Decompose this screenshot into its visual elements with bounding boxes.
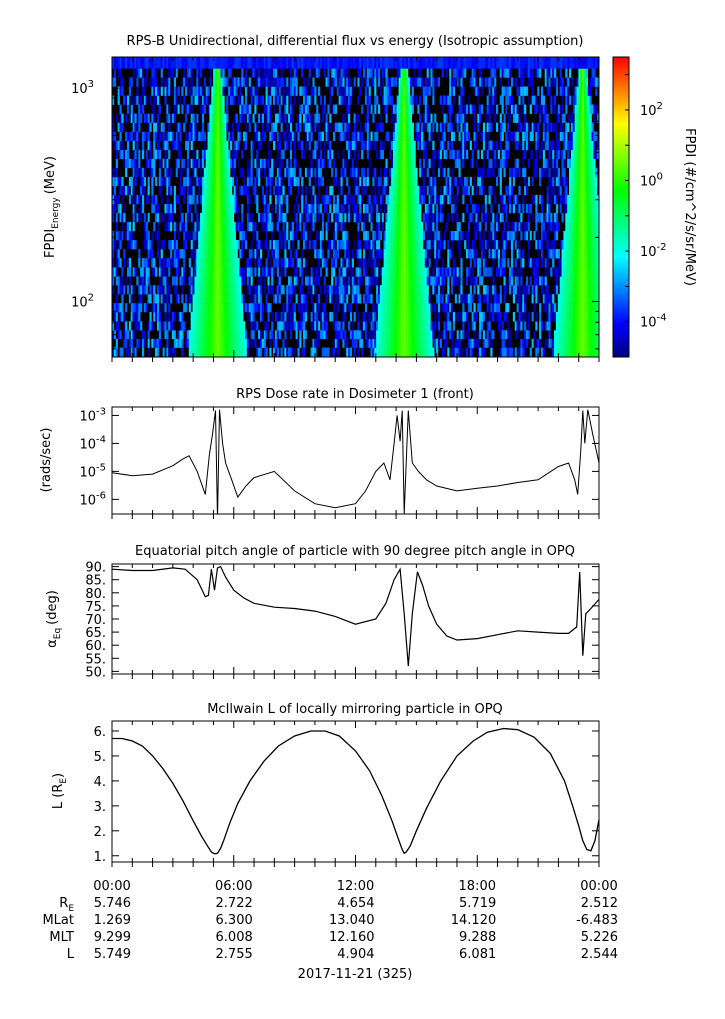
ephemeris-value: 9.299 [94, 930, 131, 945]
colorbar-tick-label: 102 [640, 101, 663, 119]
pitch-ylabel-sub: Eq [53, 628, 63, 639]
y-tick-label: 2. [94, 825, 106, 840]
colorbar-gradient [612, 56, 630, 358]
lshell-ylabel-sub: E [59, 778, 69, 784]
spectrogram-x-ticks [111, 57, 600, 362]
y-tick-label: 90. [85, 561, 106, 576]
time-tick-label: 18:00 [459, 879, 496, 894]
spectrogram-ylabel-main: FPDI [43, 229, 58, 258]
ephemeris-table: RE 5.746 2.722 4.654 5.719 2.512 MLat 1.269 6.30… [42, 896, 618, 962]
lshell-ylabel-unit: ) [51, 773, 66, 778]
y-tick-label: 10-4 [79, 434, 106, 452]
lshell-x-ticks [111, 721, 600, 867]
dose-panel: RPS Dose rate in Dosimeter 1 (front) 10-… [39, 387, 600, 519]
ephemeris-row-label: L [67, 947, 75, 962]
pitch-angle-series-line [112, 565, 599, 667]
ephemeris-value: 6.008 [216, 930, 253, 945]
y-tick-label: 70. [85, 613, 106, 628]
lshell-title: McIlwain L of locally mirroring particle… [207, 702, 503, 717]
time-tick-label: 06:00 [215, 879, 252, 894]
y-tick-label: 50. [85, 665, 106, 680]
y-tick-label: 65. [85, 626, 106, 641]
ephemeris-value: 2.544 [581, 947, 618, 962]
y-tick-label: 10-6 [79, 490, 106, 508]
y-tick-label: 3. [94, 800, 106, 815]
colorbar-tick-label: 10-2 [640, 242, 667, 260]
lshell-ylabel-main: L (R [51, 784, 66, 809]
pitch-y-ticks: 90.85.80.75.70.65.60.55.50. [85, 561, 599, 680]
ephemeris-value: 2.755 [216, 947, 253, 962]
y-tick-label: 6. [94, 725, 106, 740]
ephemeris-value: 6.300 [216, 913, 253, 928]
dose-frame [111, 406, 600, 515]
ephemeris-value: 2.722 [216, 896, 253, 911]
pitch-frame [111, 563, 600, 675]
pitch-title: Equatorial pitch angle of particle with … [135, 544, 575, 559]
spectrogram-title: RPS-B Unidirectional, differential flux … [127, 34, 584, 49]
ephemeris-value: -6.483 [576, 913, 618, 928]
ephemeris-value: 4.904 [337, 947, 374, 962]
y-tick-label: 60. [85, 639, 106, 654]
colorbar-ticks: 102 100 10-2 10-4 [625, 74, 667, 358]
y-tick-label: 75. [85, 600, 106, 615]
colorbar-title: FPDI (#/cm^2/s/sr/MeV) [682, 128, 697, 286]
time-tick-label: 00:00 [93, 879, 130, 894]
dose-ylabel: (rads/sec) [39, 428, 54, 493]
ephemeris-value: 5.749 [94, 947, 131, 962]
spectrogram-ylabel-unit: (MeV) [43, 156, 58, 194]
ephemeris-value: 14.120 [451, 913, 497, 928]
ephemeris-value: 6.081 [459, 947, 496, 962]
date-label: 2017-11-21 (325) [298, 967, 413, 982]
y-tick-label: 1. [94, 850, 106, 865]
pitch-x-ticks [111, 564, 600, 679]
y-tick-label: 103 [71, 79, 94, 97]
ephemeris-value: 13.040 [329, 913, 375, 928]
pitch-panel: Equatorial pitch angle of particle with … [45, 544, 600, 680]
ephemeris-row-label: RE [59, 896, 74, 914]
ephemeris-row-label: MLat [42, 913, 74, 928]
ephemeris-value: 5.746 [94, 896, 131, 911]
colorbar: 102 100 10-2 10-4 FPDI (#/cm^2/s/sr/MeV) [612, 56, 697, 358]
dose-rate-series-line [112, 409, 599, 514]
colorbar-tick-label: 100 [640, 172, 663, 190]
dose-title: RPS Dose rate in Dosimeter 1 (front) [236, 387, 474, 402]
time-tick-label: 00:00 [580, 879, 617, 894]
ephemeris-value: 1.269 [94, 913, 131, 928]
y-tick-label: 10-3 [79, 406, 106, 424]
pitch-ylabel-main: α [45, 639, 60, 648]
y-tick-label: 5. [94, 750, 106, 765]
dose-x-ticks [111, 407, 600, 519]
y-tick-label: 80. [85, 587, 106, 602]
ephemeris-value: 5.719 [459, 896, 496, 911]
ephemeris-value: 4.654 [337, 896, 374, 911]
time-tick-label: 12:00 [337, 879, 374, 894]
pitch-ylabel-unit: (deg) [45, 590, 60, 625]
lshell-series-line [112, 727, 599, 855]
lshell-panel: McIlwain L of locally mirroring particle… [51, 702, 600, 867]
time-axis-labels: 00:00 06:00 12:00 18:00 00:00 [93, 879, 617, 894]
y-tick-label: 55. [85, 652, 106, 667]
pitch-ylabel: αEq (deg) [45, 590, 63, 648]
ephemeris-value: 2.512 [581, 896, 618, 911]
y-tick-label: 85. [85, 574, 106, 589]
spectrogram-panel: RPS-B Unidirectional, differential flux … [43, 34, 600, 362]
lshell-frame [111, 720, 600, 863]
lshell-y-ticks: 6. 5. 4. 3. 2. 1. [94, 725, 599, 865]
spectrogram-cells [112, 57, 599, 357]
ephemeris-value: 9.288 [459, 930, 496, 945]
ephemeris-row-label: MLT [49, 930, 74, 945]
y-tick-label: 4. [94, 775, 106, 790]
ephemeris-value: 12.160 [329, 930, 375, 945]
spectrogram-ylabel-sub: Energy [51, 197, 61, 229]
dose-y-ticks: 10-3 10-4 10-5 10-6 [79, 406, 599, 508]
ephemeris-value: 5.226 [581, 930, 618, 945]
y-tick-label: 10-5 [79, 462, 106, 480]
colorbar-tick-label: 10-4 [640, 313, 667, 331]
spectrogram-ylabel: FPDIEnergy (MeV) [43, 156, 61, 258]
y-tick-label: 102 [71, 293, 94, 311]
lshell-ylabel: L (RE) [51, 773, 69, 809]
